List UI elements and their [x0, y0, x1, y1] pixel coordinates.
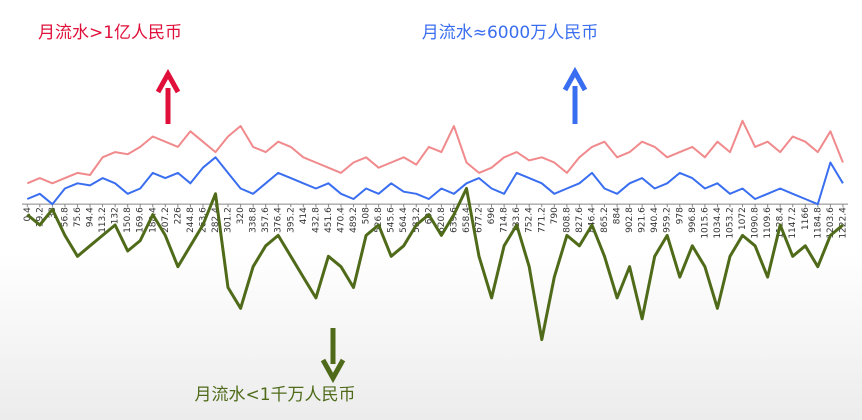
x-tick-label: 790: [550, 207, 560, 224]
x-tick-label: 827.6: [575, 207, 585, 233]
x-tick-label: 865.2: [600, 207, 610, 233]
x-tick-label: 19.2: [35, 207, 45, 227]
arrow-up-red: [155, 68, 181, 124]
x-tick-label: 56.8: [60, 207, 70, 227]
x-tick-label: 94.4: [86, 207, 96, 227]
x-tick-label: 301.2: [224, 207, 234, 233]
x-tick-label: 1203.6: [826, 207, 836, 239]
series-label: 月流水>1亿人民币: [38, 23, 182, 43]
x-tick-label: 846.4: [587, 207, 597, 233]
x-tick-label: 714.8: [500, 207, 510, 233]
x-tick-label: 1222.4: [838, 207, 848, 239]
x-tick-label: 414: [299, 207, 309, 224]
x-tick-label: 75.6: [73, 207, 83, 227]
x-tick-label: 113.2: [98, 207, 108, 233]
x-tick-label: 470.4: [336, 207, 346, 233]
x-tick-label: 432.8: [311, 207, 321, 233]
x-tick-label: 338.8: [249, 207, 259, 233]
arrow-up-blue: [562, 66, 588, 124]
x-tick-label: 959.2: [663, 207, 673, 233]
x-tick-label: 1072: [738, 207, 748, 230]
series-line: [26, 156, 844, 206]
x-tick-label: 902.8: [625, 207, 635, 233]
arrow-down-green: [320, 328, 346, 384]
x-tick-label: 451.6: [324, 207, 334, 233]
x-tick-label: 639.6: [449, 207, 459, 233]
x-tick-label: 620.8: [437, 207, 447, 233]
x-tick-label: 226: [173, 207, 183, 224]
x-tick-label: 1053.2: [725, 207, 735, 239]
x-tick-label: 921.6: [638, 207, 648, 233]
x-tick-label: 376.4: [274, 207, 284, 233]
x-tick-label: 545.6: [387, 207, 397, 233]
x-tick-label: 132: [111, 207, 121, 224]
x-tick-label: 526.8: [374, 207, 384, 233]
x-tick-label: 150.8: [123, 207, 133, 233]
series-label: 月流水<1千万人民币: [194, 385, 355, 405]
x-tick-label: 188.4: [148, 207, 158, 233]
x-tick-label: 357.6: [261, 207, 271, 233]
x-tick-label: 1128.4: [776, 207, 786, 239]
x-tick-label: 1015.6: [700, 207, 710, 239]
x-tick-label: 996.8: [688, 207, 698, 233]
x-tick-label: 282.4: [211, 207, 221, 233]
x-tick-label: 564.4: [399, 207, 409, 233]
x-tick-label: 1090.8: [751, 207, 761, 239]
x-tick-label: 508: [362, 207, 372, 224]
x-tick-label: 677.2: [475, 207, 485, 233]
x-tick-label: 320: [236, 207, 246, 224]
x-tick-label: 1166: [801, 207, 811, 230]
x-tick-label: 1109.6: [763, 207, 773, 239]
series-label: 月流水≈6000万人民币: [422, 23, 599, 43]
x-tick-label: 1147.2: [788, 207, 798, 239]
x-tick-label: 395.2: [286, 207, 296, 233]
x-tick-label: 489.2: [349, 207, 359, 233]
x-tick-label: 808.8: [562, 207, 572, 233]
x-tick-label: 1184.8: [813, 207, 823, 239]
x-tick-label: 583.2: [412, 207, 422, 233]
x-tick-label: 658.4: [462, 207, 472, 233]
series-line: [26, 187, 844, 342]
x-tick-label: 771.2: [537, 207, 547, 233]
x-tick-label: 696: [487, 207, 497, 224]
x-tick-label: 940.4: [650, 207, 660, 233]
x-tick-label: 733.6: [512, 207, 522, 233]
x-tick-label: 1034.4: [713, 207, 723, 239]
x-tick-label: 169.6: [136, 207, 146, 233]
series-line: [26, 119, 844, 185]
x-tick-label: 978: [675, 207, 685, 224]
x-tick-label: 884: [613, 207, 623, 224]
x-tick-label: 752.4: [525, 207, 535, 233]
x-tick-label: 207.2: [161, 207, 171, 233]
x-tick-label: 244.8: [186, 207, 196, 233]
